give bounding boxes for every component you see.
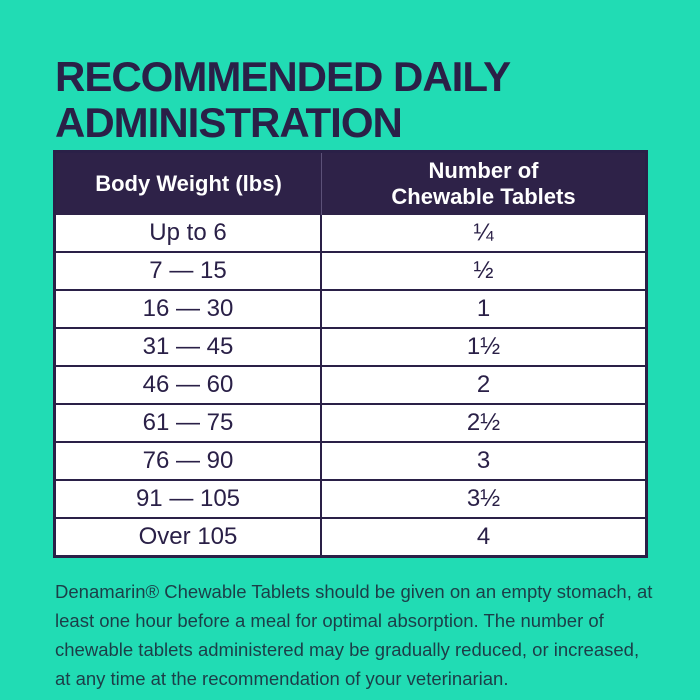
table-row: 61 — 75 2½: [56, 405, 645, 443]
dosage-table-body: Up to 6 ¼ 7 — 15 ½ 16 — 30 1 31 — 45 1½ …: [56, 215, 645, 555]
column-header-tablet-count-line-1: Number of: [428, 158, 539, 183]
tablet-count-cell: ½: [473, 257, 494, 284]
column-header-tablet-count-line-2: Chewable Tablets: [391, 184, 576, 209]
tablet-count-cell: 3: [476, 447, 491, 474]
administration-footnote: Denamarin® Chewable Tablets should be gi…: [55, 581, 653, 689]
table-row: 46 — 60 2: [56, 367, 645, 405]
tablet-count-cell: 4: [476, 523, 491, 550]
body-weight-cell: 7 — 15: [56, 253, 322, 289]
body-weight-cell: Up to 6: [56, 215, 322, 251]
body-weight-cell: 91 — 105: [56, 481, 322, 517]
page-title-line-2: ADMINISTRATION: [55, 99, 403, 147]
body-weight-cell: Over 105: [56, 519, 322, 555]
dosage-table: Body Weight (lbs) Number of Chewable Tab…: [53, 150, 648, 558]
table-row: 31 — 45 1½: [56, 329, 645, 367]
tablet-count-cell: ¼: [473, 219, 494, 246]
table-row: Over 105 4: [56, 519, 645, 555]
body-weight-cell: 31 — 45: [56, 329, 322, 365]
body-weight-cell: 61 — 75: [56, 405, 322, 441]
table-row: 16 — 30 1: [56, 291, 645, 329]
tablet-count-cell: 2½: [466, 409, 501, 436]
table-row: 76 — 90 3: [56, 443, 645, 481]
tablet-count-cell: 1: [476, 295, 491, 322]
page-title: RECOMMENDED DAILY ADMINISTRATION: [55, 53, 511, 147]
body-weight-cell: 46 — 60: [56, 367, 322, 403]
tablet-count-cell: 3½: [466, 485, 501, 512]
tablet-count-cell: 1½: [466, 333, 501, 360]
table-row: Up to 6 ¼: [56, 215, 645, 253]
tablet-count-cell: 2: [476, 371, 491, 398]
column-header-body-weight: Body Weight (lbs): [56, 153, 322, 215]
table-row: 91 — 105 3½: [56, 481, 645, 519]
body-weight-cell: 16 — 30: [56, 291, 322, 327]
table-row: 7 — 15 ½: [56, 253, 645, 291]
dosage-table-header-row: Body Weight (lbs) Number of Chewable Tab…: [56, 153, 645, 215]
body-weight-cell: 76 — 90: [56, 443, 322, 479]
page-title-line-1: RECOMMENDED DAILY: [55, 53, 511, 101]
column-header-tablet-count: Number of Chewable Tablets: [322, 153, 645, 215]
